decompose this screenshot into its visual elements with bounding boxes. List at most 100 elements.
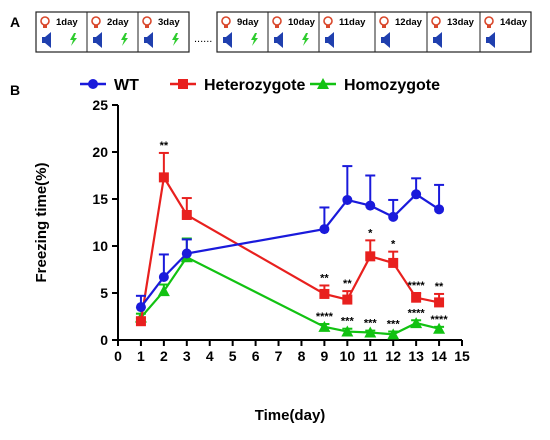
y-tick-label: 20 xyxy=(92,144,108,160)
data-point xyxy=(365,200,376,211)
data-point xyxy=(387,328,400,340)
speaker-icon xyxy=(486,37,489,43)
data-point xyxy=(158,172,169,183)
day-box-2day: 2day xyxy=(86,12,129,52)
data-point xyxy=(388,211,399,222)
speaker-cone xyxy=(96,32,102,48)
speaker-icon xyxy=(433,37,436,43)
data-point xyxy=(318,320,331,332)
day-label: 12day xyxy=(395,17,423,28)
significance-label: *** xyxy=(364,318,378,330)
chart-plot-area: **** ******** ****** *** *** *********** xyxy=(134,140,449,340)
speaker-cone xyxy=(436,32,442,48)
significance-label: ** xyxy=(435,281,444,293)
significance-label: **** xyxy=(408,280,426,292)
x-tick-label: 6 xyxy=(252,348,260,364)
significance-annotations: **** ******** ****** *** *** *********** xyxy=(160,140,449,331)
data-point xyxy=(157,285,170,297)
data-point xyxy=(319,288,330,299)
data-point xyxy=(364,326,377,338)
day-box-11day: 11day xyxy=(318,12,366,52)
speaker-icon xyxy=(144,37,147,43)
timeline-frame-right xyxy=(216,11,532,53)
speaker-cone xyxy=(45,32,51,48)
significance-label: ** xyxy=(343,278,352,290)
data-point xyxy=(434,297,445,308)
day-box-1day: 1day xyxy=(40,16,78,48)
data-point xyxy=(181,209,192,220)
x-tick-label: 5 xyxy=(229,348,237,364)
day-label: 2day xyxy=(107,17,129,28)
data-point xyxy=(158,272,169,283)
speaker-icon xyxy=(42,37,45,43)
legend-item-heterozygote: Heterozygote xyxy=(170,77,305,94)
data-point xyxy=(341,325,354,337)
x-tick-label: 3 xyxy=(183,348,191,364)
speaker-cone xyxy=(489,32,495,48)
significance-label: * xyxy=(368,227,373,239)
panel-a-label: A xyxy=(10,14,20,30)
x-tick-label: 15 xyxy=(454,348,470,364)
lightbulb-icon xyxy=(323,16,333,26)
x-tick-label: 8 xyxy=(298,348,306,364)
lightning-icon xyxy=(121,33,128,46)
y-tick-label: 15 xyxy=(92,191,108,207)
x-tick-label: 12 xyxy=(385,348,401,364)
data-point xyxy=(342,294,353,305)
lightbulb-base xyxy=(94,25,98,28)
lightning-icon xyxy=(302,33,309,46)
significance-label: ** xyxy=(160,140,169,152)
legend-label: WT xyxy=(114,77,139,94)
y-tick-label: 10 xyxy=(92,238,108,254)
day-box-13day: 13day xyxy=(426,12,475,52)
lightbulb-base xyxy=(326,25,330,28)
significance-label: * xyxy=(391,239,396,251)
day-box-14day: 14day xyxy=(479,12,528,52)
speaker-cone xyxy=(384,32,390,48)
timeline-frame-left xyxy=(35,11,190,53)
x-tick-label: 9 xyxy=(321,348,329,364)
day-label: 9day xyxy=(237,17,259,28)
lightning-icon xyxy=(251,33,258,46)
x-tick-label: 2 xyxy=(160,348,168,364)
protocol-timeline: 1day 2day 3day 9day 10day 11day 12day 13day 14da… xyxy=(35,11,532,53)
day-box-9day: 9day xyxy=(221,16,259,48)
data-point xyxy=(411,292,422,303)
significance-label: *** xyxy=(387,319,401,331)
lightbulb-icon xyxy=(484,16,494,26)
lightbulb-icon xyxy=(221,16,231,26)
data-point xyxy=(411,189,422,200)
x-tick-label: 14 xyxy=(431,348,447,364)
lightning-icon xyxy=(172,33,179,46)
day-box-12day: 12day xyxy=(374,12,423,52)
data-point xyxy=(135,302,146,313)
lightbulb-base xyxy=(145,25,149,28)
y-tick-label: 25 xyxy=(92,97,108,113)
day-label: 11day xyxy=(339,17,366,28)
lightbulb-icon xyxy=(91,16,101,26)
speaker-icon xyxy=(223,37,226,43)
y-axis-label: Freezing time(%) xyxy=(33,162,50,282)
speaker-cone xyxy=(328,32,334,48)
day-label: 10day xyxy=(288,17,316,28)
lightbulb-icon xyxy=(431,16,441,26)
series-wt xyxy=(135,165,445,313)
speaker-icon xyxy=(93,37,96,43)
significance-label: **** xyxy=(431,314,449,326)
y-tick-label: 5 xyxy=(100,285,108,301)
x-tick-label: 0 xyxy=(114,348,122,364)
lightning-icon xyxy=(70,33,77,46)
lightbulb-base xyxy=(434,25,438,28)
legend-item-homozygote: Homozygote xyxy=(310,77,440,94)
legend-label: Heterozygote xyxy=(204,77,305,94)
x-tick-label: 1 xyxy=(137,348,145,364)
legend-marker xyxy=(317,78,329,89)
data-point xyxy=(319,224,330,235)
data-point xyxy=(342,194,353,205)
lightbulb-icon xyxy=(142,16,152,26)
speaker-cone xyxy=(277,32,283,48)
day-label: 3day xyxy=(158,17,180,28)
lightbulb-base xyxy=(43,25,47,28)
day-box-10day: 10day xyxy=(267,12,316,52)
